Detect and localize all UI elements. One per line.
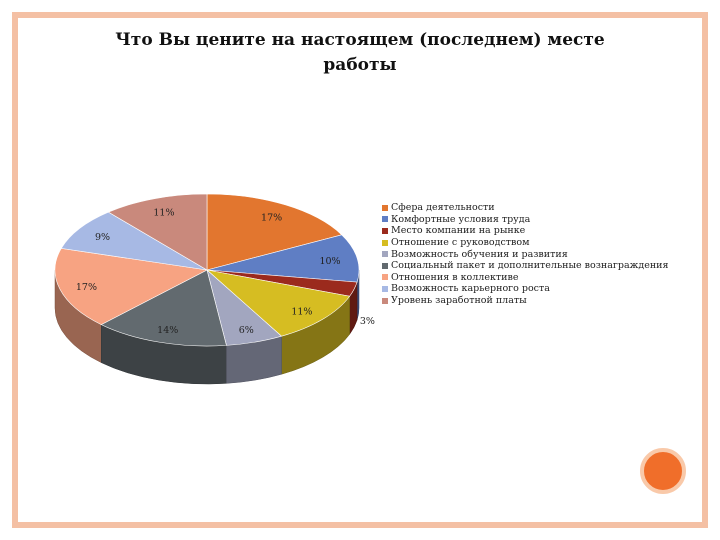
data-label: 11%	[291, 306, 312, 317]
pie-slice	[54, 248, 208, 325]
data-label: 9%	[95, 232, 110, 243]
data-label: 3%	[360, 316, 375, 327]
chart-title: Что Вы цените на настоящем (последнем) м…	[100, 28, 620, 78]
pie-slice	[107, 193, 208, 271]
legend-swatch	[382, 274, 388, 281]
legend-item: Уровень заработной платы	[382, 295, 669, 307]
legend-label: Отношение с руководством	[391, 237, 530, 249]
legend-label: Возможность обучения и развития	[391, 248, 568, 260]
legend-item: Место компании на рынке	[382, 225, 669, 237]
pie-slice	[100, 269, 227, 347]
legend-item: Возможность обучения и развития	[382, 248, 669, 260]
pie-slice	[205, 269, 351, 337]
legend-item: Социальный пакет и дополнительные вознаг…	[382, 260, 669, 272]
legend-swatch	[382, 216, 388, 223]
chart-legend: Сфера деятельности Комфортные условия тру…	[382, 202, 669, 306]
legend-swatch	[382, 297, 388, 304]
legend-label: Возможность карьерного роста	[391, 283, 550, 295]
pie-slice	[60, 211, 208, 271]
slide-border	[12, 12, 708, 528]
legend-swatch	[382, 227, 388, 234]
legend-item: Отношение с руководством	[382, 237, 669, 249]
chart-title-line-1: Что Вы цените на настоящем (последнем) м…	[115, 30, 605, 50]
legend-label: Уровень заработной платы	[391, 295, 527, 307]
data-label: 14%	[157, 325, 178, 336]
legend-label: Социальный пакет и дополнительные вознаг…	[391, 260, 669, 272]
data-label: 17%	[261, 213, 282, 224]
legend-item: Сфера деятельности	[382, 202, 669, 214]
legend-swatch	[382, 239, 388, 246]
legend-item: Отношения в коллективе	[382, 272, 669, 284]
legend-item: Комфортные условия труда	[382, 214, 669, 226]
data-label: 11%	[153, 208, 174, 219]
legend-swatch	[382, 251, 388, 258]
chart-title-line-2: работы	[323, 55, 397, 75]
data-label: 6%	[239, 325, 254, 336]
legend-label: Отношения в коллективе	[391, 271, 519, 283]
pie-slice	[206, 234, 360, 283]
legend-swatch	[382, 285, 388, 292]
pie-slice	[206, 193, 343, 271]
data-label: 10%	[319, 256, 340, 267]
data-label: 17%	[76, 282, 97, 293]
legend-label: Сфера деятельности	[391, 202, 495, 214]
legend-swatch	[382, 204, 388, 211]
legend-swatch	[382, 262, 388, 269]
legend-label: Комфортные условия труда	[391, 213, 531, 225]
decorative-circle	[640, 448, 686, 494]
legend-item: Возможность карьерного роста	[382, 283, 669, 295]
legend-label: Место компании на рынке	[391, 225, 526, 237]
